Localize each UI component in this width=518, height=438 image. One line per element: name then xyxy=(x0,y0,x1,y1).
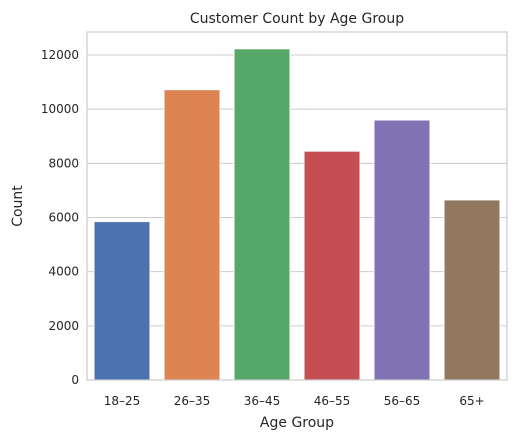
x-tick-label-2: 36–45 xyxy=(244,394,281,408)
x-tick-label-0: 18–25 xyxy=(104,394,141,408)
y-tick-label-2: 4000 xyxy=(48,265,79,279)
x-tick-label-5: 65+ xyxy=(459,394,484,408)
bar-0 xyxy=(93,221,151,381)
plot-frame xyxy=(86,31,508,381)
y-axis-label: Count xyxy=(10,185,26,227)
x-axis-ticks: 18–25 26–35 36–45 46–55 56–65 65+ xyxy=(104,394,485,408)
y-tick-label-4: 8000 xyxy=(48,156,79,170)
x-tick-label-1: 26–35 xyxy=(174,394,211,408)
y-tick-label-3: 6000 xyxy=(48,211,79,225)
x-tick-label-4: 56–65 xyxy=(384,394,421,408)
bar-3 xyxy=(303,150,361,381)
y-tick-label-6: 12000 xyxy=(41,48,79,62)
y-axis-ticks: 0 2000 4000 6000 8000 10000 12000 xyxy=(41,48,79,387)
x-axis-label: Age Group xyxy=(260,415,334,431)
gridlines xyxy=(87,54,507,381)
bar-4 xyxy=(373,119,431,381)
bar-2 xyxy=(233,48,291,381)
x-tick-label-3: 46–55 xyxy=(314,394,351,408)
bar-1 xyxy=(163,89,221,381)
bar-5 xyxy=(443,199,501,381)
y-tick-label-5: 10000 xyxy=(41,102,79,116)
chart-title: Customer Count by Age Group xyxy=(190,11,404,27)
y-tick-label-1: 2000 xyxy=(48,319,79,333)
y-tick-label-0: 0 xyxy=(71,373,79,387)
bars xyxy=(93,48,501,381)
